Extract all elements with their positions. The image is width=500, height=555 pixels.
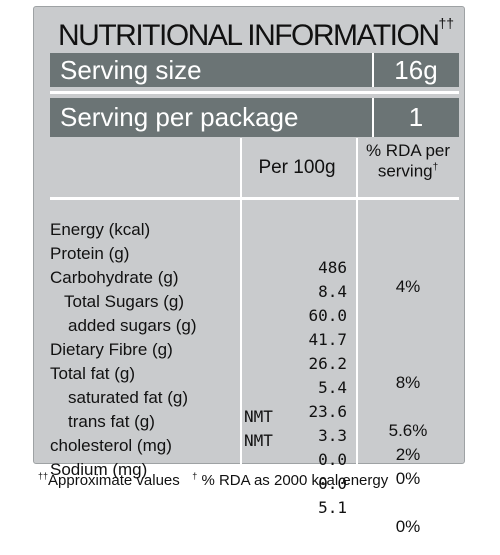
nutrient-rda: 0% [395, 517, 421, 536]
nutrient-value: 8.4 [318, 282, 347, 301]
column-divider [372, 98, 374, 137]
nutrient-rda: 2% [395, 445, 421, 464]
nutrient-name: Energy (kcal) [50, 220, 151, 239]
nutrient-value: 0.0 [318, 474, 347, 493]
footnote-text-1: Approximate values [48, 472, 180, 489]
rda-header-mark: † [432, 162, 439, 173]
nutrient-value: 23.6 [308, 402, 347, 421]
nutrient-name: cholesterol (mg) [50, 436, 172, 455]
table-row: added sugars (g) 26.2 8% [34, 297, 464, 392]
nutrient-name: Total fat (g) [50, 364, 136, 383]
footnote-text-2: % RDA as 2000 kcal energy [201, 472, 389, 489]
rda-header: % RDA per serving† [360, 142, 456, 180]
table-row: saturated fat (g) NMT 3.3 2% [34, 369, 464, 464]
nutrient-rda: 5.6% [388, 421, 428, 440]
per-100g-header: Per 100g [258, 157, 336, 178]
nutrient-prefix: NMT [244, 431, 273, 450]
nutrient-rda: 8% [395, 373, 421, 392]
serving-size-label: Serving size [60, 55, 202, 85]
servings-per-package-value: 1 [408, 102, 424, 132]
nutrient-name: Total Sugars (g) [64, 292, 184, 311]
nutrient-name: Dietary Fibre (g) [50, 340, 173, 359]
servings-per-package-row: Serving per package 1 [50, 98, 459, 137]
serving-size-value: 16g [394, 55, 438, 85]
nutrient-name: trans fat (g) [68, 412, 155, 431]
nutrient-value: 5.4 [318, 378, 347, 397]
footnote-mark-1: †† [38, 471, 49, 481]
nutrient-value: 60.0 [308, 306, 347, 325]
nutrient-name: saturated fat (g) [68, 388, 189, 407]
column-divider-rda [356, 138, 358, 465]
table-row: Carbohydrate (g) 60.0 [34, 249, 464, 325]
nutrient-value: 5.1 [318, 498, 347, 517]
nutrient-rda: 4% [395, 277, 421, 296]
title-mark: †† [438, 15, 455, 31]
nutrient-name: Carbohydrate (g) [50, 268, 179, 287]
table-row: Total Sugars (g) 41.7 [34, 273, 464, 349]
header-divider [50, 197, 459, 200]
row-divider [50, 91, 459, 94]
nutrient-value: 41.7 [308, 330, 347, 349]
table-row: cholesterol (mg) 0.0 [34, 417, 464, 493]
footnote: ††Approximate values † % RDA as 2000 kca… [38, 471, 388, 489]
nutrient-prefix: NMT [244, 407, 273, 426]
nutrition-panel: NUTRITIONAL INFORMATION†† Serving size 1… [33, 6, 465, 536]
nutrient-value: 26.2 [308, 354, 347, 373]
nutrient-name: added sugars (g) [68, 316, 197, 335]
table-row: trans fat (g) NMT 0.0 0% [34, 393, 464, 488]
nutrient-value: 0.0 [318, 450, 347, 469]
table-row: Dietary Fibre (g) 5.4 [34, 321, 464, 397]
table-row: Protein (g) 8.4 [34, 225, 464, 301]
table-row: Total fat (g) 23.6 5.6% [34, 345, 464, 440]
nutrient-value: 486 [318, 258, 347, 277]
rda-header-line1: % RDA per [365, 141, 451, 160]
nutrient-value: 3.3 [318, 426, 347, 445]
serving-size-row: Serving size 16g [50, 53, 459, 87]
footnote-mark-2: † [192, 471, 198, 481]
table-row: Energy (kcal) 486 4% [34, 201, 464, 296]
rda-header-line2: serving† [377, 161, 439, 181]
panel-title: NUTRITIONAL INFORMATION†† [34, 7, 464, 52]
nutrient-name: Protein (g) [50, 244, 130, 263]
column-divider [372, 53, 374, 87]
nutrient-name: Sodium (mg) [50, 460, 148, 479]
table-row: Sodium (mg) 5.1 0% [34, 441, 464, 536]
nutrient-rda: 0% [395, 469, 421, 488]
column-divider-per100g [240, 138, 242, 465]
servings-per-package-label: Serving per package [60, 102, 299, 132]
title-text: NUTRITIONAL INFORMATION [58, 19, 440, 52]
